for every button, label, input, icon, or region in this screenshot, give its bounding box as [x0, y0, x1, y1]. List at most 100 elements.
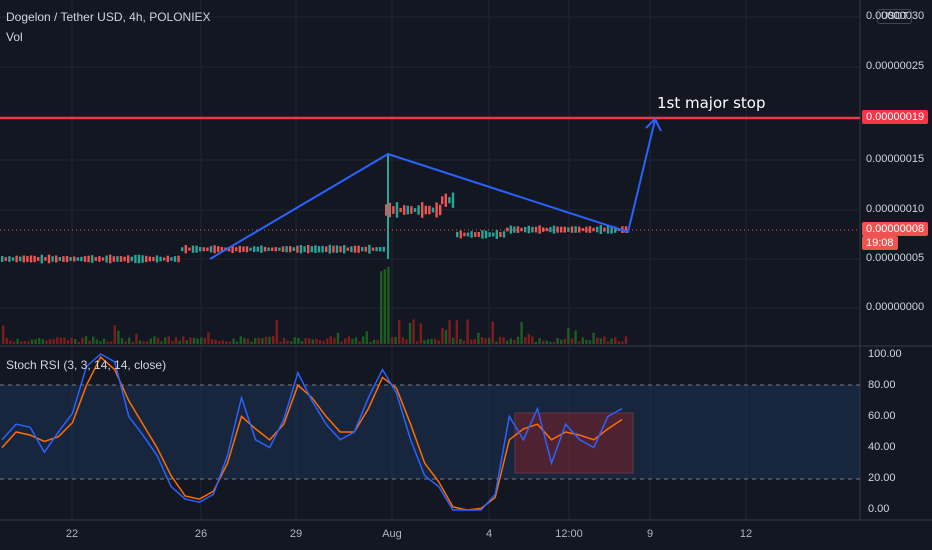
volume-bar [552, 341, 556, 344]
candle [105, 255, 108, 263]
time-label: Aug [382, 528, 402, 540]
volume-bar [614, 337, 617, 344]
volume-bar [470, 339, 473, 344]
volume-bar [408, 323, 412, 344]
volume-bar [318, 340, 322, 344]
candle [470, 231, 473, 238]
candle [69, 257, 72, 261]
candle [271, 247, 274, 251]
candle [361, 247, 364, 252]
candle [191, 245, 195, 253]
volume-bar [358, 341, 361, 344]
candle [379, 247, 382, 252]
volume-bar [221, 340, 224, 344]
volume-bar [621, 341, 624, 344]
volume-bar [513, 339, 516, 344]
volume-bar [322, 340, 325, 344]
candle [152, 256, 155, 262]
candle [80, 256, 83, 262]
volume-bar [16, 338, 19, 344]
volume-bar [423, 340, 426, 344]
volume-bar [524, 337, 527, 344]
volume-bar [383, 269, 386, 344]
volume-bar [138, 340, 142, 344]
volume-bar [171, 340, 174, 344]
volume-bar [437, 340, 440, 344]
candle [55, 255, 58, 263]
volume-bar [102, 338, 106, 344]
volume-bar [232, 338, 235, 344]
candle [19, 256, 22, 262]
volume-bar [624, 336, 628, 344]
volume-bar [135, 333, 138, 344]
candle [488, 232, 491, 237]
candle [37, 257, 40, 262]
volume-bar [362, 336, 365, 344]
volume-bar [196, 338, 199, 344]
currency-badge[interactable]: USDT [877, 9, 913, 24]
rsi-axis-label: 40.00 [868, 441, 896, 453]
volume-bar [344, 338, 347, 344]
volume-bar [538, 338, 541, 344]
candle [263, 246, 267, 252]
volume-bar [77, 341, 80, 344]
candle [317, 246, 321, 253]
time-label: 4 [485, 528, 493, 540]
volume-bar [311, 339, 314, 344]
candle [392, 206, 395, 214]
candle [353, 245, 357, 253]
price-label: 0.00000010 [866, 203, 925, 215]
candle [375, 247, 378, 252]
volume-bar [178, 340, 181, 344]
candle [545, 227, 548, 232]
candle [163, 257, 166, 261]
rsi-highlight-box[interactable] [514, 412, 634, 474]
candle [188, 247, 191, 251]
candle [87, 255, 90, 263]
volume-bar [268, 336, 271, 344]
volume-bar [174, 337, 178, 344]
candle [335, 245, 339, 253]
volume-bar [304, 338, 307, 344]
volume-bar [286, 340, 289, 344]
candle [177, 255, 180, 263]
candle [451, 192, 455, 208]
volume-bar [531, 336, 534, 344]
trendline-drawing[interactable] [209, 119, 656, 260]
candle [292, 247, 295, 251]
volume-bar [66, 340, 70, 344]
volume-bar [149, 338, 152, 344]
volume-bar [228, 341, 232, 344]
candle [466, 232, 470, 237]
time-label: 12 [739, 528, 753, 540]
candle [357, 245, 360, 253]
volume-bar [592, 332, 595, 344]
volume-bar [398, 320, 401, 344]
candle [91, 255, 94, 263]
volume-bar [124, 341, 127, 344]
candle [137, 254, 141, 264]
volume-bar [380, 271, 383, 344]
volume-bar [27, 341, 30, 344]
candle [588, 226, 592, 233]
volume-bar [48, 339, 52, 344]
volume-bar [585, 339, 588, 344]
volume-bar [441, 327, 444, 344]
volume-bar [214, 339, 217, 344]
volume-bar [74, 339, 77, 344]
candle [134, 254, 137, 264]
candle [328, 244, 331, 254]
candle [624, 226, 628, 233]
volume-bar [308, 338, 311, 344]
candle [253, 246, 256, 252]
volume-bar [570, 338, 574, 344]
volume-bar [416, 341, 419, 344]
volume-bar [347, 336, 350, 344]
candle [581, 228, 584, 232]
candle [47, 254, 51, 264]
candle [332, 245, 335, 253]
volume-bar [462, 340, 466, 344]
candle [448, 197, 451, 204]
volume-bar [329, 336, 332, 344]
volume-bar [333, 338, 336, 344]
